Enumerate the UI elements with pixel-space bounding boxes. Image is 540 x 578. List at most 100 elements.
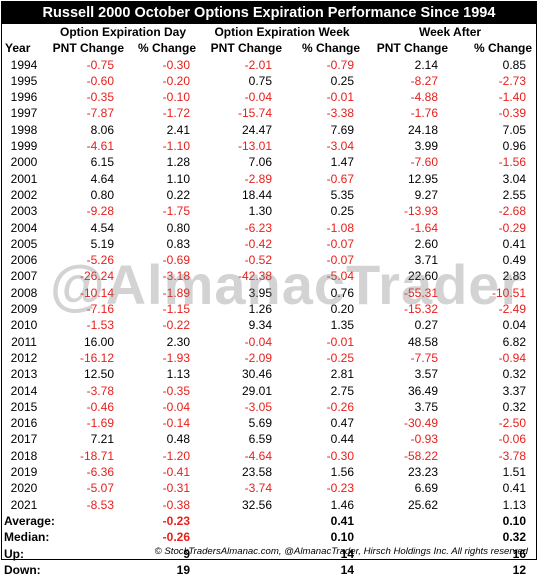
- summary-value-week: 14: [340, 546, 355, 561]
- table-row: 2017 7.21 0.48 6.59 0.44 -0.93 -0.06: [2, 431, 536, 447]
- value-cell: 0.83: [166, 236, 191, 251]
- value-cell: -2.50: [498, 416, 527, 431]
- value-cell: 6.15: [90, 155, 114, 170]
- summary-value-day: -0.26: [162, 530, 191, 545]
- year-cell: 2003: [10, 204, 38, 219]
- value-cell: 24.47: [241, 122, 273, 137]
- table-row: 2004 4.54 0.80 -6.23 -1.08 -1.64 -0.29: [2, 220, 536, 236]
- summary-value-day: 9: [183, 546, 191, 561]
- year-cell: 2004: [10, 220, 38, 235]
- value-cell: -1.72: [162, 106, 191, 121]
- value-cell: 4.64: [90, 171, 114, 186]
- copyright-footer: © StockTradersAlmanac.com, @AlmanacTrade…: [154, 546, 528, 557]
- value-cell: -0.04: [244, 334, 273, 349]
- value-cell: -8.27: [410, 73, 439, 88]
- year-cell: 2001: [10, 171, 38, 186]
- value-cell: -55.31: [404, 285, 439, 300]
- value-cell: 12.95: [408, 171, 439, 186]
- value-cell: 1.46: [330, 497, 355, 512]
- column-header-year: Year: [5, 41, 31, 56]
- value-cell: 6.69: [414, 481, 439, 496]
- value-cell: 1.13: [166, 367, 191, 382]
- value-cell: 0.44: [330, 432, 355, 447]
- value-cell: 1.35: [330, 318, 355, 333]
- table-row: 1996 -0.35 -0.10 -0.04 -0.01 -4.88 -1.40: [2, 89, 536, 105]
- table-row: 2020 -5.07 -0.31 -3.74 -0.23 6.69 0.41: [2, 480, 536, 496]
- summary-label: Up:: [4, 546, 24, 561]
- value-cell: -0.38: [162, 497, 191, 512]
- column-header-week-pnt: PNT Change: [210, 41, 283, 56]
- value-cell: 0.04: [502, 318, 527, 333]
- value-cell: -3.74: [244, 481, 273, 496]
- value-cell: -0.69: [162, 253, 191, 268]
- value-cell: 9.34: [248, 318, 273, 333]
- value-cell: -10.14: [79, 285, 114, 300]
- column-header-row: Year PNT Change % Change PNT Change % Ch…: [2, 40, 536, 56]
- value-cell: -3.38: [326, 106, 355, 121]
- value-cell: -6.23: [244, 220, 273, 235]
- value-cell: 2.81: [330, 367, 355, 382]
- value-cell: -2.73: [498, 73, 527, 88]
- summary-row: Down: 19 14 12: [2, 562, 536, 578]
- value-cell: -26.24: [79, 269, 114, 284]
- value-cell: 0.25: [330, 204, 355, 219]
- table-row: 2016 -1.69 -0.14 5.69 0.47 -30.49 -2.50: [2, 415, 536, 431]
- value-cell: 8.06: [90, 122, 114, 137]
- value-cell: 5.19: [90, 236, 114, 251]
- value-cell: 0.25: [330, 73, 355, 88]
- value-cell: -0.31: [162, 481, 191, 496]
- value-cell: 0.20: [330, 302, 355, 317]
- value-cell: 9.27: [414, 187, 439, 202]
- value-cell: -0.93: [410, 432, 439, 447]
- value-cell: -0.39: [498, 106, 527, 121]
- year-cell: 2005: [10, 236, 38, 251]
- value-cell: -0.67: [326, 171, 355, 186]
- summary-value-week: 14: [340, 562, 355, 577]
- table-title: Russell 2000 October Options Expiration …: [2, 2, 536, 24]
- value-cell: 0.76: [330, 285, 355, 300]
- value-cell: -13.93: [404, 204, 439, 219]
- value-cell: -0.06: [498, 432, 527, 447]
- table-row: 2005 5.19 0.83 -0.42 -0.07 2.60 0.41: [2, 236, 536, 252]
- value-cell: 7.05: [502, 122, 527, 137]
- value-cell: -7.16: [86, 302, 114, 317]
- value-cell: 23.23: [408, 465, 439, 480]
- value-cell: -0.35: [86, 90, 114, 105]
- value-cell: 0.80: [166, 220, 191, 235]
- year-cell: 2021: [10, 497, 38, 512]
- value-cell: -1.15: [162, 302, 191, 317]
- year-cell: 2014: [10, 383, 38, 398]
- summary-label: Down:: [4, 562, 41, 577]
- table-row: 2007 -26.24 -3.18 -42.38 -5.04 22.60 2.83: [2, 268, 536, 284]
- year-cell: 2008: [10, 285, 38, 300]
- table-row: 2010 -1.53 -0.22 9.34 1.35 0.27 0.04: [2, 317, 536, 333]
- value-cell: -7.75: [410, 350, 439, 365]
- value-cell: 2.30: [166, 334, 191, 349]
- value-cell: -4.88: [410, 90, 439, 105]
- value-cell: -2.89: [244, 171, 273, 186]
- year-cell: 2000: [10, 155, 38, 170]
- year-cell: 2011: [11, 334, 37, 349]
- group-header-row: Option Expiration Day Option Expiration …: [2, 24, 536, 40]
- value-cell: -0.04: [162, 399, 191, 414]
- table-row: 2015 -0.46 -0.04 -3.05 -0.26 3.75 0.32: [2, 399, 536, 415]
- value-cell: 1.28: [166, 155, 191, 170]
- value-cell: 7.69: [330, 122, 355, 137]
- value-cell: -1.89: [162, 285, 191, 300]
- value-cell: -0.14: [162, 416, 191, 431]
- year-cell: 1999: [10, 139, 38, 154]
- value-cell: -4.64: [244, 448, 273, 463]
- year-cell: 2002: [10, 187, 38, 202]
- column-header-day-pnt: PNT Change: [52, 41, 124, 56]
- value-cell: 0.96: [502, 139, 527, 154]
- year-cell: 2010: [10, 318, 38, 333]
- value-cell: 1.13: [502, 497, 527, 512]
- year-cell: 2007: [10, 269, 38, 284]
- value-cell: 22.60: [408, 269, 439, 284]
- value-cell: 0.27: [414, 318, 439, 333]
- value-cell: -1.10: [162, 139, 191, 154]
- value-cell: -5.07: [86, 481, 114, 496]
- value-cell: 2.55: [502, 187, 527, 202]
- value-cell: -1.56: [498, 155, 527, 170]
- year-cell: 2013: [10, 367, 38, 382]
